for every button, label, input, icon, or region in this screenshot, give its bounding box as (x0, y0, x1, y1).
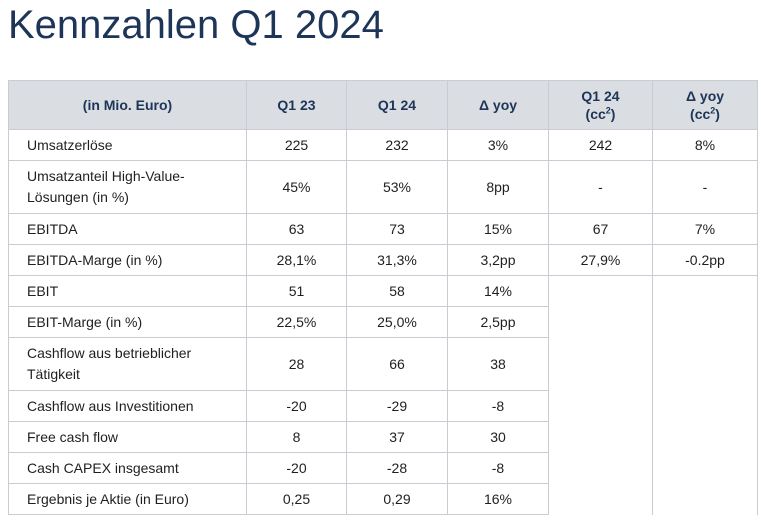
cell-delta-yoy: 3% (447, 129, 549, 161)
table-row: Umsatzanteil High-Value-Lösungen (in %) … (8, 160, 758, 214)
cell-q1-23: 45% (246, 160, 347, 214)
cell-q1-24: -29 (346, 390, 448, 422)
cell-q1-24: 53% (346, 160, 448, 214)
cell-q1-24: 31,3% (346, 244, 448, 276)
table-row: Cashflow aus Investitionen -20 -29 -8 (8, 390, 758, 422)
header-delta-yoy-cc-label: Δ yoy (685, 88, 725, 104)
cell-q1-24: 73 (346, 213, 448, 245)
cell-delta-yoy: 14% (447, 275, 549, 307)
table-row: Cashflow aus betrieblicher Tätigkeit 28 … (8, 337, 758, 391)
cell-delta-yoy: 38 (447, 337, 549, 391)
kennzahlen-table: (in Mio. Euro) Q1 23 Q1 24 Δ yoy Q1 24 (… (8, 80, 758, 515)
table-row: EBIT 51 58 14% (8, 275, 758, 515)
table-header-row: (in Mio. Euro) Q1 23 Q1 24 Δ yoy Q1 24 (… (8, 80, 758, 130)
header-delta-yoy-cc-footnote: 2 (710, 105, 716, 116)
cell-delta-yoy-cc: 8% (652, 129, 758, 161)
cell-delta-yoy: -8 (447, 390, 549, 422)
header-q1-24-cc-sub: (cc (585, 106, 606, 122)
header-unit: (in Mio. Euro) (8, 80, 247, 130)
cell-delta-yoy: 16% (447, 483, 549, 515)
row-label: Cash CAPEX insgesamt (8, 452, 247, 484)
header-q1-23: Q1 23 (246, 80, 347, 130)
table-row: Ergebnis je Aktie (in Euro) 0,25 0,29 16… (8, 483, 758, 515)
cell-q1-23: 63 (246, 213, 347, 245)
cell-q1-23: 28,1% (246, 244, 347, 276)
cell-delta-yoy: 3,2pp (447, 244, 549, 276)
header-delta-yoy-cc-close: ) (715, 106, 720, 122)
cell-q1-24-cc: - (548, 160, 653, 214)
cell-q1-24: 0,29 (346, 483, 448, 515)
cell-q1-24-cc-empty (548, 275, 653, 515)
page-title: Kennzahlen Q1 2024 (8, 3, 384, 47)
cell-delta-yoy-cc: -0.2pp (652, 244, 758, 276)
row-label: EBIT (8, 275, 247, 307)
header-q1-24-cc-label: Q1 24 (581, 88, 620, 104)
cell-q1-24: 25,0% (346, 306, 448, 338)
cell-q1-23: 28 (246, 337, 347, 391)
table-row: EBITDA 63 73 15% 67 7% (8, 213, 758, 245)
table-row: Cash CAPEX insgesamt -20 -28 -8 (8, 452, 758, 484)
cell-q1-24-cc: 67 (548, 213, 653, 245)
table-row: Free cash flow 8 37 30 (8, 421, 758, 453)
cell-q1-23: 0,25 (246, 483, 347, 515)
header-q1-24-cc: Q1 24 (cc2) (548, 80, 653, 130)
cell-q1-23: -20 (246, 390, 347, 422)
cell-q1-24: 58 (346, 275, 448, 307)
cell-delta-yoy: -8 (447, 452, 549, 484)
cell-delta-yoy-cc: 7% (652, 213, 758, 245)
header-delta-yoy-cc: Δ yoy (cc2) (652, 80, 758, 130)
row-label: Cashflow aus Investitionen (8, 390, 247, 422)
table-row: EBIT-Marge (in %) 22,5% 25,0% 2,5pp (8, 306, 758, 338)
cell-delta-yoy-cc: - (652, 160, 758, 214)
row-label: EBITDA (8, 213, 247, 245)
cell-q1-24-cc: 242 (548, 129, 653, 161)
cell-q1-24: -28 (346, 452, 448, 484)
cell-delta-yoy: 30 (447, 421, 549, 453)
cell-q1-23: 22,5% (246, 306, 347, 338)
cell-q1-24-cc: 27,9% (548, 244, 653, 276)
header-q1-24-cc-close: ) (610, 106, 616, 122)
cell-q1-24: 232 (346, 129, 448, 161)
cell-delta-yoy-cc-empty (652, 275, 758, 515)
cell-q1-24: 66 (346, 337, 448, 391)
row-label: EBITDA-Marge (in %) (8, 244, 247, 276)
row-label: Ergebnis je Aktie (in Euro) (8, 483, 247, 515)
cell-delta-yoy: 2,5pp (447, 306, 549, 338)
cell-q1-23: 51 (246, 275, 347, 307)
header-q1-24: Q1 24 (346, 80, 448, 130)
table-row: EBITDA-Marge (in %) 28,1% 31,3% 3,2pp 27… (8, 244, 758, 276)
row-label: Cashflow aus betrieblicher Tätigkeit (8, 337, 247, 391)
cell-q1-23: -20 (246, 452, 347, 484)
cell-q1-23: 8 (246, 421, 347, 453)
cell-q1-23: 225 (246, 129, 347, 161)
row-label: Umsatzanteil High-Value-Lösungen (in %) (8, 160, 247, 214)
header-q1-24-cc-footnote: 2 (605, 105, 611, 116)
row-label: Umsatzerlöse (8, 129, 247, 161)
cell-delta-yoy: 15% (447, 213, 549, 245)
header-delta-yoy: Δ yoy (447, 80, 549, 130)
header-delta-yoy-cc-sub: (cc (690, 106, 711, 122)
cell-delta-yoy: 8pp (447, 160, 549, 214)
row-label: EBIT-Marge (in %) (8, 306, 247, 338)
table-row: Umsatzerlöse 225 232 3% 242 8% (8, 129, 758, 161)
cell-q1-24: 37 (346, 421, 448, 453)
row-label: Free cash flow (8, 421, 247, 453)
